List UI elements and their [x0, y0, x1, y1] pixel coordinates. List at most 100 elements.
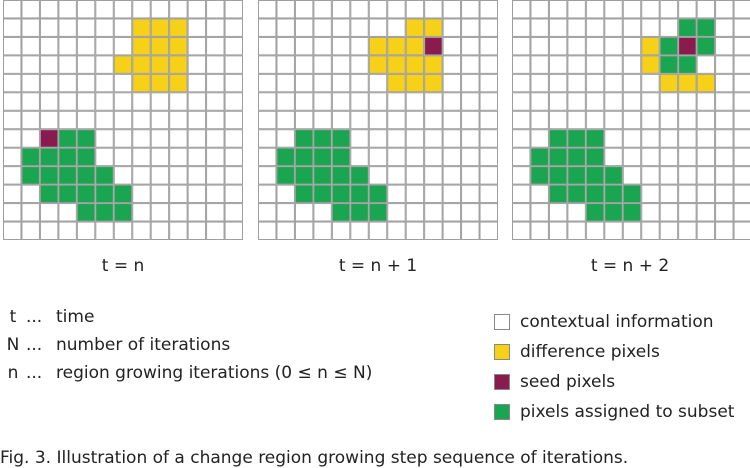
grid-cell: [567, 55, 586, 74]
legend-label-seed: seed pixels: [520, 372, 616, 392]
grid-cell: [224, 36, 243, 56]
grid-cell: [21, 184, 40, 204]
grid-cell: [530, 55, 549, 74]
difference-pixel: [132, 18, 151, 37]
grid-cell: [622, 147, 642, 167]
subset-pixel: [548, 166, 568, 185]
legend-item-subset: pixels assigned to subset: [494, 397, 734, 427]
grid-cell: [622, 36, 642, 56]
grid-cell: [715, 184, 734, 204]
grid-cell: [95, 18, 114, 37]
grid-cell: [512, 166, 531, 185]
grid-cell: [113, 147, 133, 167]
grid-cell: [387, 166, 406, 185]
grid-cell: [350, 92, 369, 111]
grid-cell: [696, 110, 716, 130]
grid-cell: [622, 221, 642, 240]
grid-cell: [3, 0, 22, 19]
grid-cell: [678, 129, 697, 148]
grid-cell: [715, 0, 734, 19]
grid-cell: [461, 92, 480, 111]
grid-cell: [461, 203, 480, 222]
definition-text: time: [56, 307, 95, 327]
grid-cell: [294, 221, 314, 240]
grid-cell: [368, 221, 388, 240]
grid-cell: [258, 92, 277, 111]
grid-cell: [169, 0, 188, 19]
grid-cell: [187, 166, 207, 185]
grid-cell: [150, 203, 170, 222]
grid-cell: [479, 110, 498, 130]
grid-cell: [39, 73, 59, 93]
grid-cell: [622, 110, 642, 130]
grid-cell: [442, 18, 462, 37]
subset-pixel: [585, 147, 605, 167]
grid-cell: [479, 36, 498, 56]
grid-cell: [258, 203, 277, 222]
difference-pixel: [387, 36, 406, 56]
subset-pixel: [76, 166, 96, 185]
grid-cell: [622, 55, 642, 74]
grid-cell: [258, 36, 277, 56]
grid-cell: [604, 18, 623, 37]
grid-cell: [258, 129, 277, 148]
subset-pixel: [604, 184, 623, 204]
grid-cell: [350, 36, 369, 56]
subset-pixel: [530, 147, 549, 167]
grid-cell: [150, 221, 170, 240]
grid-cell: [696, 129, 716, 148]
grid-cell: [604, 110, 623, 130]
legend-swatch-seed: [494, 374, 510, 390]
subset-pixel: [585, 129, 605, 148]
grid-cell: [387, 221, 406, 240]
grid-cell: [604, 73, 623, 93]
grid-cell: [3, 18, 22, 37]
grid-cell: [530, 18, 549, 37]
subset-pixel: [58, 129, 77, 148]
grid-cell: [479, 129, 498, 148]
grid-cell: [461, 147, 480, 167]
grid-cell: [442, 129, 462, 148]
grid-cell: [641, 129, 660, 148]
difference-pixel: [405, 55, 425, 74]
grid-cell: [659, 221, 679, 240]
grid-cell: [331, 221, 351, 240]
difference-pixel: [169, 36, 188, 56]
grid-cell: [58, 18, 77, 37]
grid-cell: [132, 110, 151, 130]
grid-cell: [715, 203, 734, 222]
grid-cell: [641, 73, 660, 93]
grid-cell: [150, 110, 170, 130]
grid-cell: [331, 55, 351, 74]
subset-pixel: [21, 166, 40, 185]
grid-cell: [641, 203, 660, 222]
grid-cell: [258, 166, 277, 185]
grid-cell: [21, 0, 40, 19]
grid-cell: [678, 221, 697, 240]
grid-cell: [387, 203, 406, 222]
grid-cell: [678, 147, 697, 167]
grid-cell: [76, 110, 96, 130]
grid-cell: [150, 92, 170, 111]
grid-cell: [442, 55, 462, 74]
subset-pixel: [604, 166, 623, 185]
grid-cell: [715, 92, 734, 111]
grid-cell: [206, 0, 225, 19]
grid-cell: [350, 221, 369, 240]
grid-cell: [442, 147, 462, 167]
seed-pixel: [424, 36, 443, 56]
grid-cell: [659, 147, 679, 167]
grid-cell: [405, 166, 425, 185]
difference-pixel: [150, 36, 170, 56]
subset-pixel: [350, 203, 369, 222]
grid-cell: [187, 184, 207, 204]
grid-cell: [21, 18, 40, 37]
definitions-list: t ... time N ... number of iterations n …: [0, 303, 373, 387]
grid-cell: [368, 73, 388, 93]
grid-cell: [530, 203, 549, 222]
difference-pixel: [132, 55, 151, 74]
grid-cell: [187, 0, 207, 19]
grid-cell: [331, 18, 351, 37]
grid-cell: [258, 184, 277, 204]
grid-cell: [442, 73, 462, 93]
